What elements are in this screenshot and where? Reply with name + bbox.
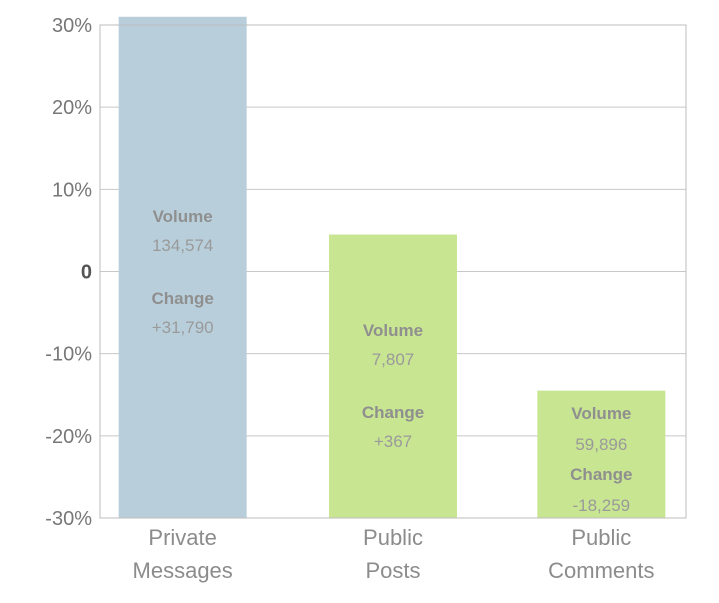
y-tick-label: 20% <box>52 97 92 119</box>
y-tick-label: -20% <box>45 426 92 448</box>
bar-annotations: Volume 134,574 Change +31,790 Volume 7,807 Cha… <box>151 207 632 515</box>
bar <box>537 390 666 518</box>
x-category-label: Private <box>148 525 216 550</box>
y-tick-label: -10% <box>45 344 92 366</box>
annotation-change-label: Change <box>151 289 213 308</box>
annotation-volume-label: Volume <box>153 207 213 226</box>
x-category-label: Public <box>571 525 631 550</box>
x-category-label: Posts <box>365 558 420 583</box>
y-axis-ticks: 30% 20% 10% 0 -10% -20% -30% <box>45 15 92 530</box>
x-category-label: Comments <box>548 558 654 583</box>
bar <box>118 16 247 519</box>
annotation-change-label: Change <box>570 465 632 484</box>
x-category-label: Public <box>363 525 423 550</box>
annotation-volume-label: Volume <box>571 404 631 423</box>
y-tick-label: 10% <box>52 179 92 201</box>
bar <box>329 234 457 518</box>
annotation-volume-label: Volume <box>363 321 423 340</box>
annotation-volume-value: 7,807 <box>372 350 415 369</box>
annotation-volume-value: 134,574 <box>152 236 213 255</box>
x-category-label: Messages <box>133 558 233 583</box>
y-tick-label: 0 <box>81 262 92 284</box>
bars <box>118 16 666 519</box>
annotation-change-value: -18,259 <box>572 496 630 515</box>
annotation-change-label: Change <box>362 403 424 422</box>
annotation-change-value: +367 <box>374 432 412 451</box>
annotation-change-value: +31,790 <box>152 318 214 337</box>
plot-frame <box>99 24 687 519</box>
y-tick-label: -30% <box>45 508 92 530</box>
y-tick-label: 30% <box>52 15 92 37</box>
x-axis-categories: Private Messages Public Posts Public Comments <box>133 525 655 583</box>
annotation-volume-value: 59,896 <box>575 435 627 454</box>
